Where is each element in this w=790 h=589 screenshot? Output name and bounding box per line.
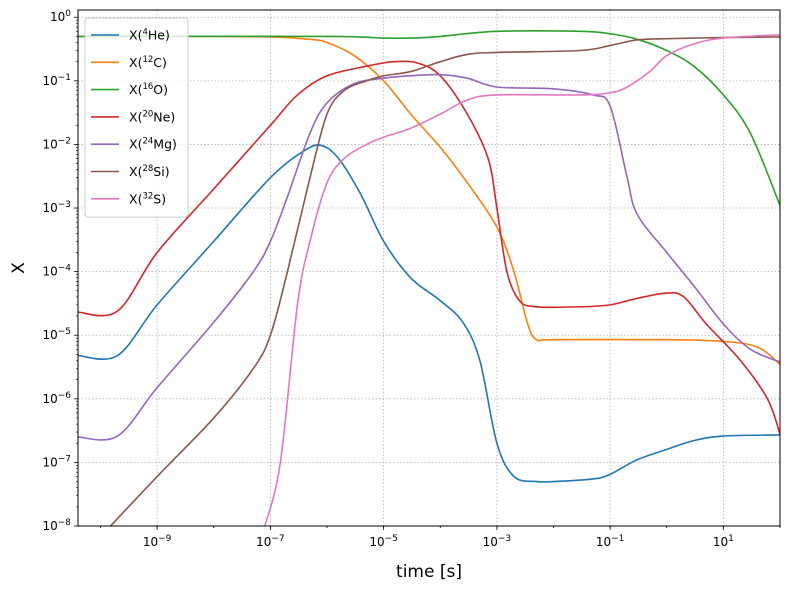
x-axis-ticks: 10−9 10−7 10−5 10−3 10−1 101: [100, 526, 781, 549]
y-tick-label: 10−8: [42, 518, 71, 533]
x-tick-label: 10−3: [483, 534, 512, 549]
x-tick-label: 10−5: [369, 534, 398, 549]
series-line: [78, 60, 780, 435]
legend-label: X(32S): [129, 191, 166, 206]
series-line: [78, 30, 780, 206]
y-tick-label: 10−1: [42, 73, 71, 88]
legend-label: X(28Si): [129, 164, 170, 179]
y-tick-label: 10−7: [42, 454, 71, 469]
y-axis-ticks: 10−8 10−7 10−6 10−5 10−4 10−3 10−2 10−1 100: [42, 9, 78, 533]
legend-label: X(24Mg): [129, 137, 177, 152]
legend-box: [84, 17, 189, 218]
legend-label: X(20Ne): [129, 109, 175, 124]
y-axis-label: X: [9, 262, 29, 274]
series-line: [264, 33, 780, 526]
series-line: [78, 144, 780, 483]
y-tick-label: 10−5: [42, 327, 71, 342]
x-tick-label: 10−7: [256, 534, 285, 549]
grid: [78, 10, 780, 527]
legend-label: X(12C): [129, 55, 167, 70]
x-tick-label: 101: [713, 534, 734, 549]
y-tick-label: 10−3: [42, 200, 71, 215]
x-tick-label: 10−9: [143, 534, 172, 549]
series-lines: [78, 30, 780, 526]
plot-frame: [77, 9, 781, 527]
series-line: [78, 73, 780, 441]
x-axis-label: time [s]: [396, 562, 462, 582]
legend-label: X(4He): [129, 28, 170, 43]
y-tick-label: 10−2: [42, 136, 71, 151]
legend: X(4He) X(12C) X(16O) X(20Ne) X(24Mg) X(28Si) X…: [84, 17, 189, 218]
y-tick-label: 10−4: [42, 264, 71, 279]
series-line: [78, 35, 780, 365]
x-tick-label: 10−1: [596, 534, 625, 549]
series-line: [109, 36, 780, 526]
legend-label: X(16O): [129, 82, 168, 97]
y-tick-label: 10−6: [42, 391, 71, 406]
y-tick-label: 100: [50, 9, 71, 24]
